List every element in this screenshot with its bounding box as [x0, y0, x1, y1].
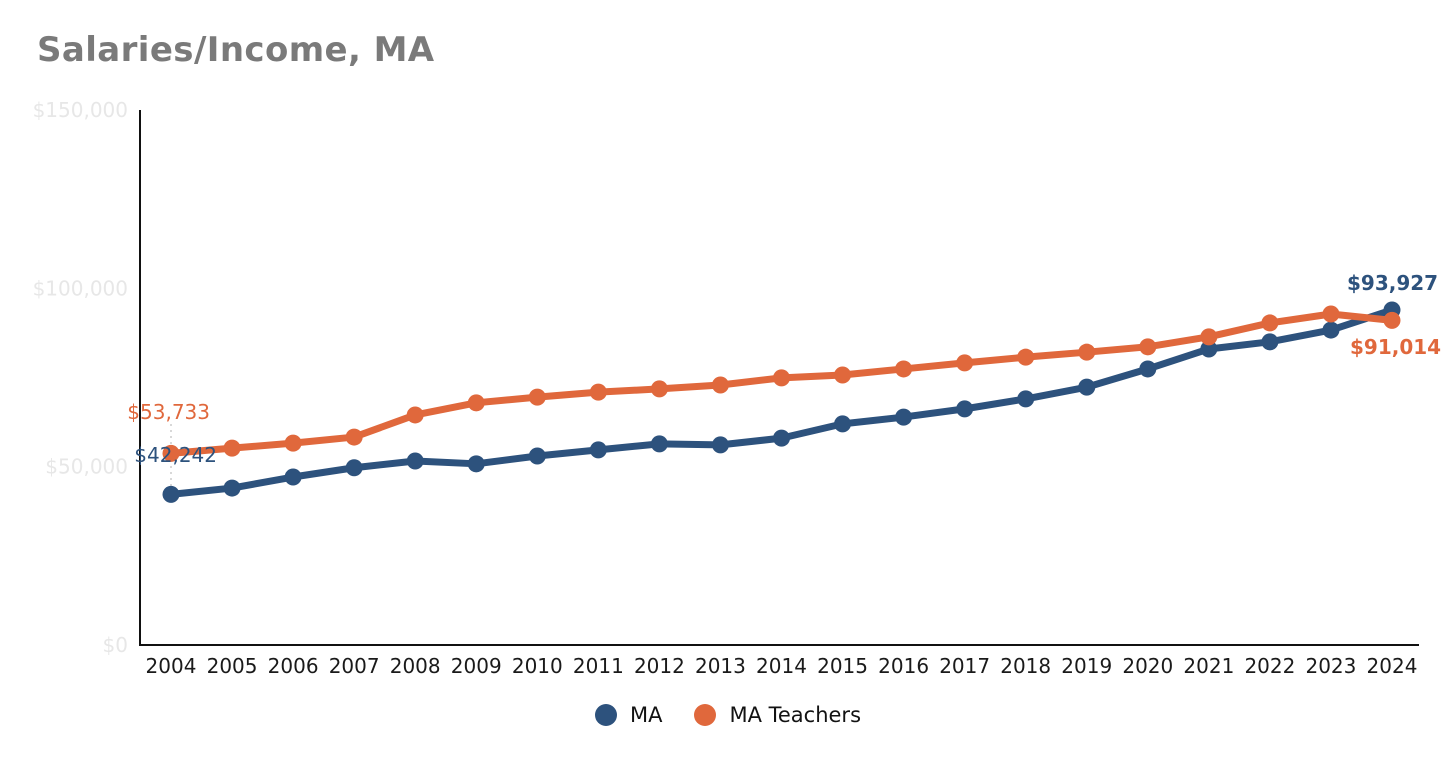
ma-teachers-point-2006 [284, 434, 302, 452]
ma-teachers-point-2009 [467, 394, 485, 412]
ma-teachers-point-2014 [773, 369, 790, 387]
y-tick-label-$0: $0 [103, 633, 128, 657]
ma-teachers-point-2007 [345, 428, 363, 446]
ma-point-2011 [589, 441, 607, 459]
ma-point-2023 [1322, 321, 1340, 339]
legend-label-ma: MA [629, 702, 663, 727]
ma-teachers-point-2018 [1017, 348, 1035, 366]
ma-point-2007 [345, 459, 363, 477]
ma-teachers-point-2023 [1322, 305, 1340, 323]
ma-teachers-point-2015 [834, 366, 852, 384]
x-tick-label-2011: 2011 [573, 654, 624, 678]
x-tick-label-2022: 2022 [1244, 654, 1295, 678]
ma-point-2013 [711, 436, 729, 454]
x-tick-label-2017: 2017 [939, 654, 990, 678]
x-tick-label-2018: 2018 [1000, 654, 1051, 678]
x-tick-label-2015: 2015 [817, 654, 868, 678]
x-tick-label-2010: 2010 [512, 654, 563, 678]
ma-point-2021 [1200, 340, 1218, 358]
ma-point-2014 [773, 429, 790, 447]
x-tick-label-2013: 2013 [695, 654, 746, 678]
x-tick-label-2007: 2007 [329, 654, 380, 678]
ma-point-2015 [834, 415, 852, 433]
x-tick-label-2020: 2020 [1122, 654, 1173, 678]
ma-teachers-point-2020 [1139, 338, 1157, 356]
legend-dot-ma [594, 704, 617, 726]
x-tick-label-2006: 2006 [268, 654, 319, 678]
ma-teachers-point-2013 [711, 376, 729, 394]
ma-point-2020 [1139, 360, 1157, 378]
y-tick-label-$50,000: $50,000 [45, 455, 128, 479]
x-tick-label-2014: 2014 [756, 654, 807, 678]
ma-start-value-label: $42,242 [134, 443, 217, 467]
ma-teachers-point-2008 [406, 406, 424, 424]
ma-teachers-point-2017 [956, 354, 974, 372]
x-tick-label-2004: 2004 [146, 654, 197, 678]
x-tick-label-2021: 2021 [1183, 654, 1234, 678]
ma-teachers-point-2021 [1200, 328, 1218, 346]
y-tick-label-$100,000: $100,000 [33, 276, 128, 300]
ma-point-2018 [1017, 390, 1035, 408]
ma-point-2017 [956, 400, 974, 418]
x-tick-label-2008: 2008 [390, 654, 441, 678]
ma-teachers-point-2016 [895, 360, 913, 378]
x-tick-label-2024: 2024 [1367, 654, 1418, 678]
legend-item-ma: MA [594, 702, 663, 727]
ma-teachers-point-2012 [650, 380, 668, 398]
x-tick-label-2009: 2009 [451, 654, 502, 678]
ma-teachers-point-2011 [589, 383, 607, 401]
legend-item-ma-teachers: MA Teachers [694, 704, 861, 726]
ma-point-2010 [528, 447, 546, 465]
x-tick-label-2012: 2012 [634, 654, 685, 678]
ma-teachers-point-2022 [1261, 314, 1279, 332]
legend-label-ma-teachers: MA Teachers [729, 702, 862, 727]
ma-teachers-point-2024 [1383, 311, 1401, 329]
x-tick-label-2019: 2019 [1061, 654, 1112, 678]
ma-point-2008 [406, 452, 424, 470]
ma-point-2006 [284, 468, 302, 486]
ma-point-2005 [223, 479, 241, 497]
ma-point-2019 [1078, 378, 1096, 396]
ma-end-value-label: $93,927 [1347, 271, 1438, 295]
x-tick-label-2023: 2023 [1305, 654, 1356, 678]
ma-teachers-point-2010 [528, 388, 546, 406]
chart-title: Salaries/Income, MA [37, 30, 435, 70]
ma-teachers-end-value-label: $91,014 [1350, 335, 1441, 359]
chart-legend: MA MA Teachers [0, 704, 1456, 726]
ma-teachers-point-2019 [1078, 343, 1096, 361]
ma-point-2009 [467, 455, 485, 473]
legend-dot-ma-teachers [694, 704, 717, 726]
ma-point-2016 [895, 408, 913, 426]
x-tick-label-2016: 2016 [878, 654, 929, 678]
ma-teachers-point-2005 [223, 439, 241, 457]
y-tick-label-$150,000: $150,000 [33, 98, 128, 122]
ma-point-2022 [1261, 333, 1279, 351]
x-tick-label-2005: 2005 [207, 654, 258, 678]
ma-point-2004 [162, 485, 180, 503]
ma-point-2012 [650, 435, 668, 453]
ma-teachers-start-value-label: $53,733 [127, 400, 210, 424]
ma-teachers-point-2004 [162, 444, 180, 462]
